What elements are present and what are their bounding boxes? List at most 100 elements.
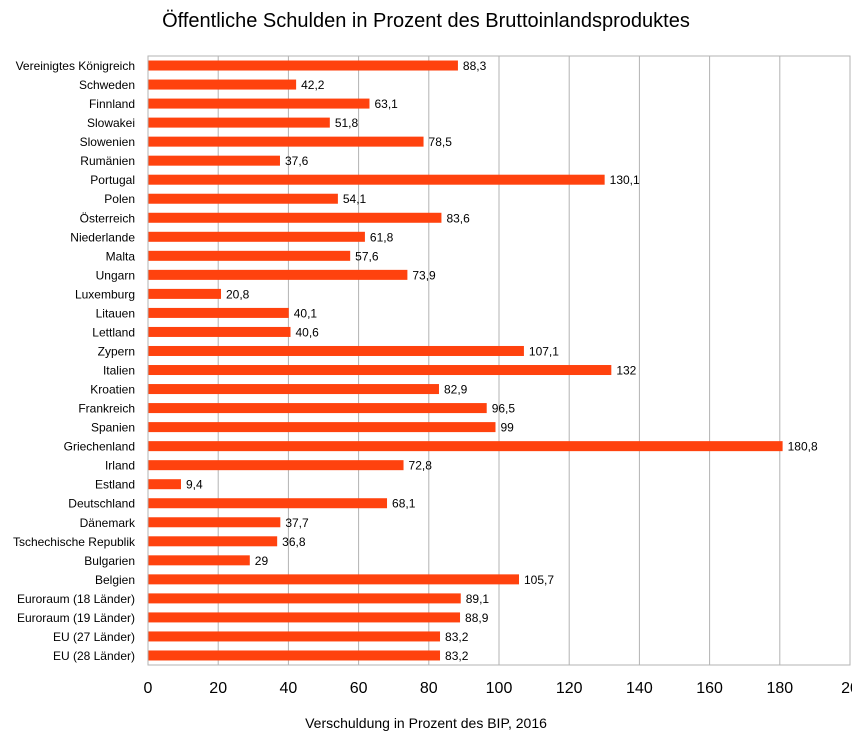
x-tick-labels: 0 20 40 60 80 100 120 140 160 180 20 [144,680,852,697]
category-label: Spanien [91,421,135,435]
x-tick-label: 100 [486,680,513,697]
category-label: Italien [103,364,135,378]
x-tick-label: 60 [350,680,368,697]
bar [148,593,461,604]
bar [148,326,291,337]
bar [148,117,330,128]
category-label: Litauen [96,306,135,320]
bar [148,574,520,585]
bar [148,422,496,433]
category-label: Estland [95,478,135,492]
value-label: 105,7 [524,573,554,587]
value-label: 37,7 [285,516,309,530]
value-label: 57,6 [355,249,379,263]
category-label: Portugal [90,173,135,187]
bar [148,517,281,528]
value-label: 88,3 [463,59,487,73]
category-label: Polen [104,192,135,206]
value-label: 83,2 [445,630,469,644]
category-label: Rumänien [80,154,135,168]
bar [148,136,424,147]
chart-title: Öffentliche Schulden in Prozent des Brut… [162,10,690,32]
category-label: Österreich [80,211,135,225]
bar [148,498,388,509]
value-label: 63,1 [374,97,398,111]
value-label: 40,1 [294,306,318,320]
category-label: Euroraum (19 Länder) [17,611,135,625]
bar [148,250,351,261]
category-label: Griechenland [64,440,135,454]
category-label: Luxemburg [75,287,135,301]
category-label: Deutschland [68,497,135,511]
category-label: Belgien [95,573,135,587]
value-labels: 88,3 42,2 63,1 51,8 78,5 37,6 130,1 54,1 83,6 61,… [186,59,818,663]
bar [148,441,783,452]
category-label: EU (28 Länder) [53,649,135,663]
value-label: 61,8 [370,230,394,244]
value-label: 130,1 [610,173,640,187]
bar [148,536,278,547]
value-label: 29 [255,554,269,568]
category-label: Niederlande [70,230,135,244]
category-label: Zypern [98,344,135,358]
x-tick-label: 20 [209,680,227,697]
bar [148,650,441,661]
value-label: 132 [616,364,636,378]
value-label: 82,9 [444,383,468,397]
category-label: Ungarn [96,268,135,282]
category-label: Bulgarien [84,554,135,568]
value-label: 96,5 [492,402,516,416]
category-label: EU (27 Länder) [53,630,135,644]
category-labels: Vereinigtes Königreich Schweden Finnland Sl… [13,59,136,663]
value-label: 9,4 [186,478,203,492]
bars [148,60,783,661]
x-tick-label: 40 [280,680,298,697]
bar [148,193,338,204]
value-label: 51,8 [335,116,359,130]
category-label: Finnland [89,97,135,111]
x-tick-label: 20 [841,680,852,697]
bar [148,631,441,642]
bar [148,365,612,376]
value-label: 78,5 [429,135,453,149]
grid-lines [217,56,781,665]
category-label: Lettland [92,325,135,339]
bar [148,384,439,395]
bar [148,231,365,242]
value-label: 107,1 [529,344,559,358]
category-label: Slowenien [80,135,135,149]
category-label: Slowakei [87,116,135,130]
bar [148,403,487,414]
bar [148,612,461,623]
value-label: 42,2 [301,78,325,92]
category-label: Malta [106,249,136,263]
value-label: 72,8 [409,459,433,473]
value-label: 37,6 [285,154,309,168]
value-label: 68,1 [392,497,416,511]
bar [148,555,250,566]
bar [148,174,605,185]
category-label: Dänemark [80,516,136,530]
value-label: 88,9 [465,611,489,625]
category-label: Kroatien [90,383,135,397]
bar [148,460,404,471]
x-tick-label: 0 [144,680,153,697]
value-label: 83,2 [445,649,469,663]
value-label: 40,6 [296,325,320,339]
value-label: 89,1 [466,592,490,606]
category-label: Frankreich [78,402,135,416]
x-tick-label: 180 [766,680,793,697]
bar [148,269,408,280]
bar [148,479,181,490]
bar [148,288,222,299]
category-label: Irland [105,459,135,473]
plot-frame [147,55,851,666]
value-label: 83,6 [446,211,470,225]
bar [148,345,524,356]
category-label: Schweden [79,78,135,92]
bar [148,79,297,90]
bar [148,60,458,71]
value-label: 73,9 [412,268,436,282]
value-label: 99 [500,421,514,435]
